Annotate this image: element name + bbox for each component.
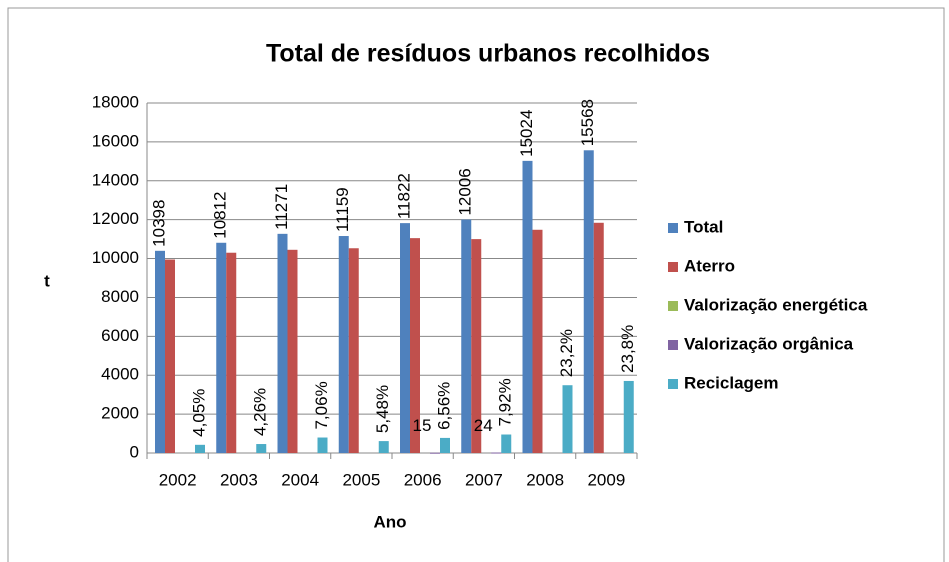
x-tick-label: 2007 xyxy=(465,470,503,489)
legend-swatch xyxy=(668,223,678,233)
y-tick-label: 16000 xyxy=(92,131,139,150)
bar xyxy=(440,437,450,453)
bar xyxy=(287,249,298,453)
bar xyxy=(378,441,389,453)
bar xyxy=(338,236,349,453)
data-label: 10812 xyxy=(211,191,230,238)
data-label: 12006 xyxy=(456,168,475,215)
y-tick-label: 10000 xyxy=(92,248,139,267)
bar xyxy=(317,437,328,453)
data-label: 6,56% xyxy=(434,382,453,430)
y-tick-label: 8000 xyxy=(101,287,139,306)
data-label: 15 xyxy=(413,416,432,435)
bar xyxy=(256,444,267,453)
y-tick-label: 4000 xyxy=(101,365,139,384)
y-tick-label: 0 xyxy=(130,442,139,461)
data-label: 4,26% xyxy=(251,388,270,436)
x-tick-label: 2002 xyxy=(159,470,197,489)
data-label: 23,8% xyxy=(618,325,637,373)
bar xyxy=(277,233,288,453)
legend-swatch xyxy=(668,262,678,272)
legend-swatch xyxy=(668,379,678,389)
bar xyxy=(593,222,604,453)
legend-swatch xyxy=(668,301,678,311)
data-label: 5,48% xyxy=(373,385,392,433)
bar xyxy=(400,223,410,453)
y-tick-label: 6000 xyxy=(101,326,139,345)
bar xyxy=(583,150,594,454)
data-label: 11822 xyxy=(394,173,413,219)
bar xyxy=(522,160,533,453)
x-tick-label: 2003 xyxy=(220,470,258,489)
bar xyxy=(461,219,472,453)
data-label: 15568 xyxy=(578,99,597,146)
bar xyxy=(430,452,440,454)
bar xyxy=(471,239,482,453)
bar xyxy=(165,259,175,453)
chart-title: Total de resíduos urbanos recolhidos xyxy=(266,40,710,68)
legend-label: Total xyxy=(684,217,723,236)
x-tick-label: 2005 xyxy=(342,470,380,489)
x-tick-label: 2006 xyxy=(404,470,442,489)
data-label: 15024 xyxy=(517,110,536,157)
data-label: 7,06% xyxy=(312,381,331,429)
bar xyxy=(226,252,237,453)
bar xyxy=(623,380,634,453)
bar xyxy=(532,229,543,453)
legend-label: Aterro xyxy=(684,256,735,275)
data-label: 4,05% xyxy=(189,389,208,437)
legend-label: Valorização energética xyxy=(684,295,868,314)
x-axis-label: Ano xyxy=(373,512,406,531)
bar xyxy=(562,385,573,453)
data-label: 23,2% xyxy=(557,329,576,377)
data-label: 11271 xyxy=(272,184,291,230)
bar xyxy=(348,248,359,453)
bar xyxy=(410,238,420,453)
x-tick-label: 2004 xyxy=(281,470,319,489)
data-label: 10398 xyxy=(149,200,168,247)
legend-label: Reciclagem xyxy=(684,373,779,392)
y-tick-label: 18000 xyxy=(92,92,139,111)
y-tick-label: 14000 xyxy=(92,170,139,189)
y-tick-label: 12000 xyxy=(92,209,139,228)
bar xyxy=(216,242,227,453)
legend-swatch xyxy=(668,340,678,350)
x-tick-label: 2009 xyxy=(587,470,625,489)
data-label: 24 xyxy=(474,416,493,435)
bar xyxy=(155,250,165,453)
data-label: 7,92% xyxy=(496,378,515,426)
bar xyxy=(491,452,502,454)
data-label: 11159 xyxy=(333,187,352,232)
bar xyxy=(195,444,205,453)
legend-label: Valorização orgânica xyxy=(684,334,854,353)
y-axis-label: t xyxy=(44,271,50,290)
x-tick-label: 2008 xyxy=(526,470,564,489)
y-tick-label: 2000 xyxy=(101,404,139,423)
bar xyxy=(501,434,512,453)
